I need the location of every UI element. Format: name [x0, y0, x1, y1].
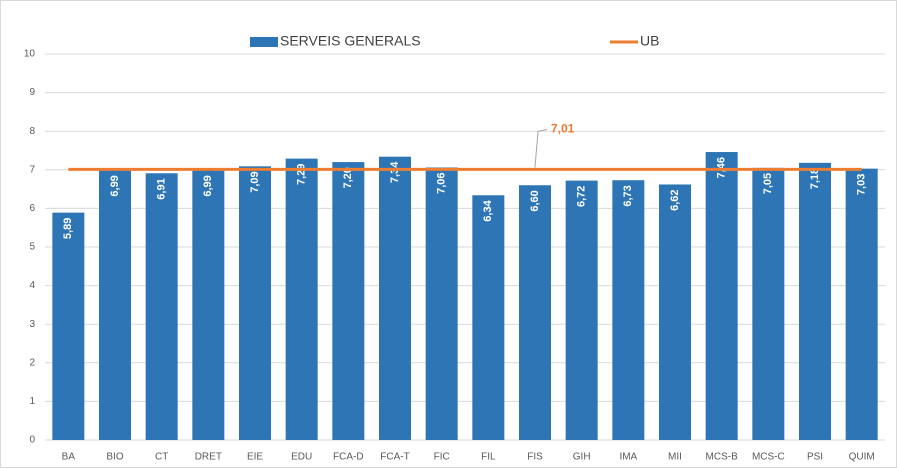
x-tick-label: FCA-T	[380, 452, 409, 463]
y-tick-label: 0	[29, 435, 35, 446]
bar	[799, 162, 831, 441]
data-label: 7,06	[436, 172, 448, 193]
bar	[705, 152, 738, 440]
y-tick-label: 9	[29, 87, 35, 98]
legend-label: SERVEIS GENERALS	[280, 33, 421, 49]
x-tick-label: EIE	[247, 452, 263, 463]
x-tick-label: QUIM	[849, 452, 875, 463]
bar	[145, 173, 178, 441]
bar	[192, 170, 225, 440]
bar	[612, 180, 645, 441]
x-tick-label: FIL	[481, 452, 496, 463]
data-label: 6,34	[482, 199, 494, 221]
data-label: 7,01	[551, 122, 575, 136]
y-tick-label: 3	[29, 319, 35, 330]
data-label: 6,72	[576, 186, 588, 207]
bar	[519, 185, 551, 440]
bar	[239, 166, 271, 441]
data-label: 6,62	[669, 189, 681, 210]
data-label: 5,89	[62, 218, 74, 239]
bar	[332, 162, 365, 440]
bar	[52, 212, 85, 440]
data-label: 6,91	[156, 178, 168, 199]
data-label: 7,05	[762, 173, 774, 194]
y-tick-label: 10	[24, 49, 36, 60]
x-tick-label: MII	[668, 452, 682, 463]
x-tick-label: IMA	[619, 452, 637, 463]
x-tick-label: CT	[155, 452, 168, 463]
x-tick-label: DRET	[195, 452, 222, 463]
data-label: 7,20	[342, 167, 354, 188]
data-label: 7,46	[716, 157, 728, 178]
x-tick-label: FIC	[434, 452, 450, 463]
callout-line	[534, 128, 548, 168]
bar	[99, 170, 131, 440]
x-tick-label: BIO	[106, 452, 123, 463]
data-label: 7,18	[809, 168, 821, 189]
x-tick-label: MCS-B	[706, 452, 739, 463]
y-tick-label: 1	[29, 396, 35, 407]
data-label: 6,99	[202, 175, 214, 196]
y-tick-label: 8	[29, 126, 35, 137]
bar	[472, 195, 505, 440]
data-label: 7,03	[856, 174, 868, 195]
x-tick-label: FCA-D	[333, 452, 364, 463]
y-tick-label: 7	[29, 164, 35, 175]
data-label: 6,73	[622, 185, 634, 206]
x-tick-label: EDU	[291, 452, 312, 463]
bar	[565, 180, 598, 440]
y-tick-label: 2	[29, 357, 35, 368]
y-tick-label: 6	[29, 203, 35, 214]
data-label: 7,09	[249, 171, 261, 192]
bar	[379, 156, 411, 440]
x-tick-label: GIH	[573, 452, 591, 463]
legend-label: UB	[640, 33, 659, 49]
data-label: 6,60	[529, 190, 541, 211]
bar	[752, 167, 785, 440]
bar	[285, 158, 318, 440]
data-label: 6,99	[109, 175, 121, 196]
bar	[845, 168, 878, 440]
x-tick-label: PSI	[807, 452, 823, 463]
data-label: 7,29	[296, 164, 308, 185]
data-label: 7,34	[389, 161, 401, 183]
bar	[425, 167, 458, 440]
x-tick-label: MCS-C	[752, 452, 785, 463]
y-tick-label: 5	[29, 242, 35, 253]
legend-swatch	[250, 37, 278, 47]
x-tick-label: BA	[62, 452, 76, 463]
y-tick-label: 4	[29, 280, 35, 291]
bar	[659, 184, 691, 440]
x-tick-label: FIS	[527, 452, 543, 463]
